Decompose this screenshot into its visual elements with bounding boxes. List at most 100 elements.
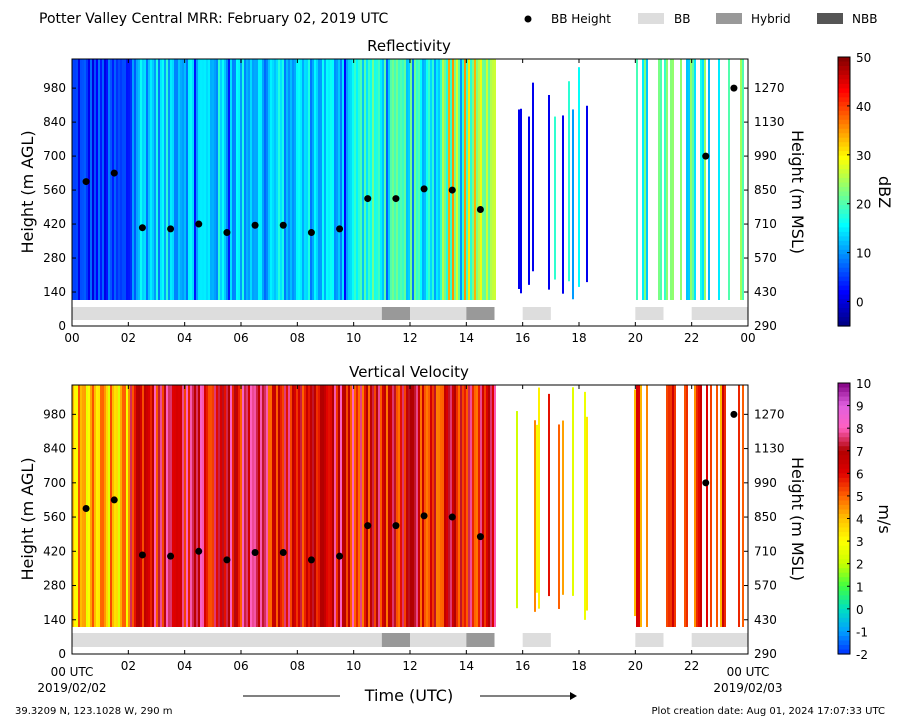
bb-height-point (364, 522, 372, 530)
heatmap-column (330, 385, 332, 627)
heatmap-column (516, 411, 518, 609)
heatmap-column (204, 59, 206, 300)
heatmap-column (322, 385, 324, 627)
heatmap-column (704, 59, 706, 300)
heatmap-column (440, 59, 442, 300)
y-tick-label: 0 (58, 647, 66, 661)
heatmap-column (222, 385, 224, 627)
heatmap-column (740, 59, 742, 300)
heatmap-column (376, 385, 378, 627)
bb-height-point (702, 479, 710, 487)
heatmap-column (404, 385, 406, 627)
heatmap-column (244, 59, 246, 300)
heatmap-column (460, 59, 462, 300)
colorbar-segment (838, 204, 850, 211)
heatmap-column (206, 59, 208, 300)
heatmap-column (182, 59, 184, 300)
colorbar-segment (838, 88, 850, 94)
heatmap-column (428, 385, 430, 627)
heatmap-column (266, 59, 268, 300)
heatmap-column (486, 385, 488, 627)
colorbar-segment (838, 432, 850, 438)
heatmap-column (176, 385, 178, 627)
bright-band-segment-bb (72, 633, 382, 647)
heatmap-column (376, 59, 378, 300)
heatmap-column (302, 59, 304, 300)
heatmap-column (428, 59, 430, 300)
colorbar-segment (838, 142, 850, 148)
colorbar-segment (838, 613, 850, 619)
heatmap-column (450, 59, 452, 300)
colorbar-segment (838, 178, 850, 184)
heatmap-column (134, 59, 136, 300)
heatmap-column (300, 59, 302, 300)
heatmap-column (260, 59, 262, 300)
heatmap-column (666, 59, 668, 300)
heatmap-column (308, 59, 310, 300)
heatmap-column (228, 59, 230, 300)
y-tick-label: 560 (43, 510, 66, 524)
heatmap-column (288, 385, 290, 627)
bright-band-segment-bb (522, 307, 551, 320)
heatmap-column (470, 59, 472, 300)
colorbar-segment (838, 640, 850, 646)
heatmap-column (190, 59, 192, 300)
heatmap-column (400, 59, 402, 300)
heatmap-column (140, 59, 142, 300)
heatmap-column (432, 385, 434, 627)
heatmap-column (124, 59, 126, 300)
heatmap-column (180, 385, 182, 627)
colorbar-segment (838, 61, 850, 67)
bb-height-point (336, 225, 344, 233)
colorbar-tick-label: 10 (856, 247, 871, 261)
heatmap-column (400, 385, 402, 627)
heatmap-column (168, 385, 170, 627)
bb-height-point (251, 549, 259, 557)
y-tick-label: 560 (43, 183, 66, 197)
heatmap-column (96, 59, 98, 300)
y-tick-label-right: 990 (754, 476, 777, 490)
end-time-label: 00 UTC (727, 665, 770, 679)
heatmap-column (638, 385, 640, 627)
colorbar-segment (838, 532, 850, 538)
heatmap-column (466, 385, 468, 627)
heatmap-column (198, 385, 200, 627)
heatmap-column (218, 59, 220, 300)
colorbar-segment (838, 267, 850, 273)
heatmap-column (572, 387, 574, 596)
bright-band-segment-hybrid (466, 307, 495, 320)
heatmap-column (372, 59, 374, 300)
heatmap-column (174, 59, 176, 300)
colorbar-segment (838, 164, 850, 170)
bb-height-point (420, 512, 428, 520)
heatmap-column (224, 59, 226, 300)
heatmap-column (464, 385, 466, 627)
heatmap-column (368, 385, 370, 627)
heatmap-column (304, 385, 306, 627)
heatmap-column (82, 59, 84, 300)
heatmap-column (336, 385, 338, 627)
x-tick-label: 06 (233, 659, 248, 673)
colorbar-segment (838, 272, 850, 278)
start-date-label: 2019/02/02 (37, 681, 106, 695)
heatmap-column (170, 385, 172, 627)
heatmap-column (294, 385, 296, 627)
bright-band-segment-hybrid (381, 633, 410, 647)
colorbar-segment (838, 563, 850, 569)
y-tick-label: 700 (43, 149, 66, 163)
heatmap-column (254, 385, 256, 627)
colorbar-tick-label: 6 (856, 467, 864, 481)
colorbar-segment (838, 312, 850, 318)
heatmap-column (318, 385, 320, 627)
x-tick-label: 00 (740, 331, 755, 345)
heatmap-column (162, 385, 164, 627)
heatmap-column (186, 59, 188, 300)
colorbar-segment (838, 617, 850, 623)
legend-patch-nbb (817, 13, 843, 24)
heatmap-column (348, 59, 350, 300)
heatmap-column (350, 59, 352, 300)
heatmap-column (442, 59, 444, 300)
legend-patch-hybrid (716, 13, 742, 24)
heatmap-column (152, 59, 154, 300)
